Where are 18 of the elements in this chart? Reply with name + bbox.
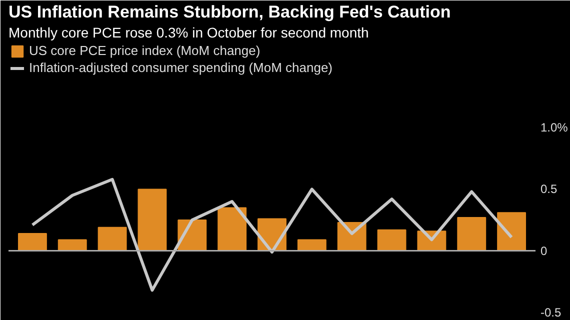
chart-subtitle: Monthly core PCE rose 0.3% in October for second month [8,24,369,40]
legend-label: US core PCE price index (MoM change) [29,43,260,58]
bar [297,239,326,252]
y-tick-label: -0.5 [540,305,562,320]
y-tick-label: 0.5 [540,182,558,196]
bar [138,188,167,252]
y-tick-label: 1.0% [540,120,568,135]
y-tick-label: 0 [540,244,548,258]
bar [58,239,87,252]
bar [18,233,47,252]
bar [457,217,486,252]
line-series [30,178,514,292]
bar [377,229,406,252]
chart-title: US Inflation Remains Stubborn, Backing Fed's Caution [8,2,451,22]
bar [98,226,127,252]
bar [218,207,247,252]
legend-label: Inflation-adjusted consumer spending (MoM change) [29,60,333,75]
bar [497,212,526,252]
